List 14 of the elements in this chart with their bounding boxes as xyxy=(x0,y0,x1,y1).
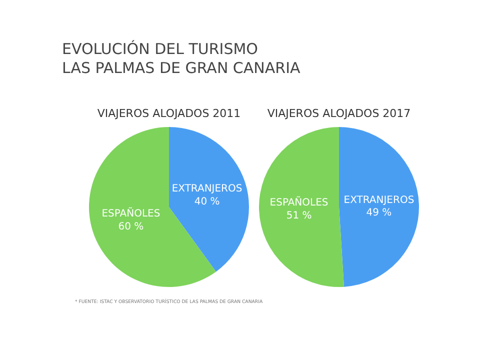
slice-label: EXTRANJEROS xyxy=(344,194,414,206)
data-label: 60 % xyxy=(118,221,144,232)
pie-slice xyxy=(169,127,249,272)
chart-title: VIAJEROS ALOJADOS 2017 xyxy=(267,107,411,120)
data-label: 40 % xyxy=(194,196,220,208)
slice-label: ESPAÑOLES xyxy=(102,206,160,220)
chart-title: VIAJEROS ALOJADOS 2011 xyxy=(97,107,241,120)
data-label: 51 % xyxy=(286,210,312,222)
pie-slice xyxy=(339,127,419,287)
slice-label: EXTRANJEROS xyxy=(172,184,242,195)
pie-slice xyxy=(259,127,344,287)
text: EVOLUCIÓN DEL TURISMO LAS PALMAS DE GRAN CANARIA xyxy=(62,40,301,77)
data-label: 49 % xyxy=(366,208,392,219)
slice-label: ESPAÑOLES xyxy=(270,195,328,208)
